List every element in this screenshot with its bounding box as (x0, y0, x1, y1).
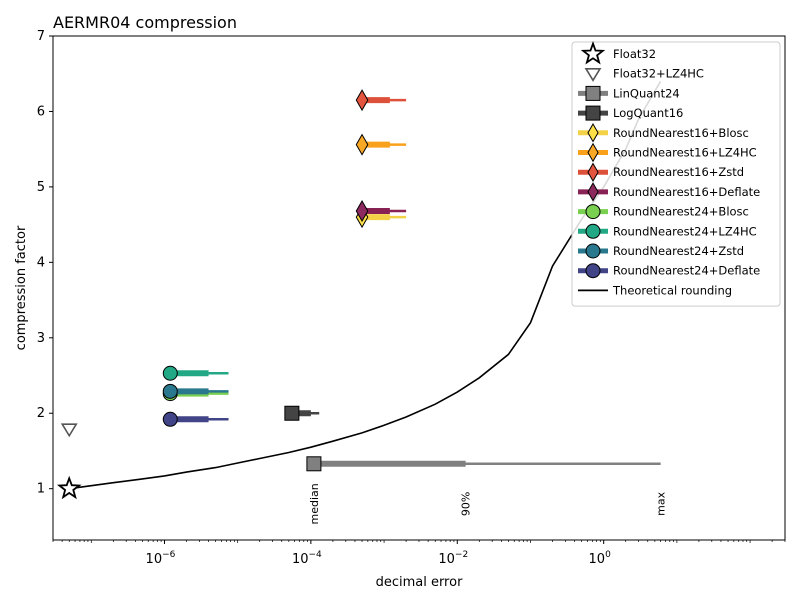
series-10 (162, 383, 229, 399)
legend-item: Float32 (580, 40, 656, 65)
legend-item: Theoretical rounding (578, 283, 732, 297)
annotation-label: 90% (460, 492, 473, 516)
legend-label: RoundNearest24+Deflate (613, 264, 760, 278)
data-point (355, 200, 369, 223)
legend-marker (584, 68, 602, 82)
y-tick-label: 2 (37, 406, 45, 421)
legend-item: RoundNearest24+LZ4HC (578, 223, 757, 239)
legend: Float32 Float32+LZ4HC LinQuant24 LogQuant16… (571, 40, 781, 307)
data-point (284, 405, 300, 421)
data-point (162, 383, 178, 399)
legend-label: RoundNearest24+Zstd (613, 244, 744, 258)
legend-marker (585, 85, 601, 101)
annotations: median 90% max (308, 483, 668, 524)
y-tick-label: 4 (37, 255, 45, 270)
legend-marker (585, 263, 601, 279)
legend-marker (585, 223, 601, 239)
y-tick-label: 3 (37, 331, 45, 346)
y-tick-label: 6 (37, 104, 45, 119)
legend-marker (587, 123, 599, 143)
legend-label: Float32+LZ4HC (613, 67, 704, 81)
series-9 (162, 365, 229, 381)
legend-label: RoundNearest24+Blosc (613, 205, 749, 219)
plot-area (56, 80, 662, 500)
legend-label: Theoretical rounding (612, 283, 732, 297)
x-tick-label: 10−6 (146, 550, 176, 567)
legend-marker (585, 243, 601, 259)
legend-label: RoundNearest16+Blosc (613, 126, 749, 140)
axes: 1 2 3 4 5 6 7 10−6 10−4 10−2 100 (37, 29, 786, 567)
x-tick-label: 10−4 (292, 550, 322, 567)
legend-item: Float32+LZ4HC (584, 67, 704, 82)
legend-item: RoundNearest16+Blosc (578, 123, 749, 143)
data-point (306, 456, 322, 472)
legend-marker (580, 40, 606, 65)
data-point (162, 365, 178, 381)
legend-marker (587, 162, 599, 182)
data-point (355, 89, 369, 112)
series-2 (306, 456, 661, 472)
legend-item: RoundNearest16+Deflate (578, 182, 760, 202)
legend-item: RoundNearest16+Zstd (578, 162, 744, 182)
data-point (56, 475, 82, 500)
legend-label: LinQuant24 (613, 86, 680, 100)
legend-label: RoundNearest16+Deflate (613, 185, 760, 199)
legend-label: Float32 (613, 47, 656, 61)
legend-item: RoundNearest24+Blosc (578, 204, 749, 220)
legend-box (571, 41, 781, 307)
y-tick-label: 7 (37, 29, 45, 44)
series-5 (355, 133, 407, 156)
legend-label: RoundNearest24+LZ4HC (613, 224, 757, 238)
legend-item: RoundNearest24+Zstd (578, 243, 744, 259)
legend-item: LinQuant24 (578, 85, 680, 101)
y-axis-label: compression factor (14, 225, 29, 350)
x-axis-label: decimal error (376, 575, 464, 590)
annotation-label: median (308, 483, 321, 524)
annotation-label: max (655, 491, 668, 515)
y-tick-label: 5 (37, 180, 45, 195)
legend-marker (587, 182, 599, 202)
x-tick-label: 100 (589, 550, 612, 567)
legend-label: LogQuant16 (613, 106, 683, 120)
legend-item: LogQuant16 (578, 105, 683, 121)
legend-label: RoundNearest16+LZ4HC (613, 146, 757, 160)
legend-marker (585, 204, 601, 220)
series-11 (162, 411, 229, 427)
data-point (162, 411, 178, 427)
x-tick-label: 10−2 (438, 550, 468, 567)
y-tick-label: 1 (37, 482, 45, 497)
legend-marker (587, 142, 599, 163)
data-point (355, 133, 369, 156)
legend-label: RoundNearest16+Zstd (613, 165, 744, 179)
legend-marker (585, 105, 601, 121)
series-3 (284, 405, 320, 421)
series-1 (60, 423, 78, 438)
series-7 (355, 200, 407, 223)
data-point (60, 423, 78, 438)
series-0 (56, 475, 82, 500)
legend-item: RoundNearest16+LZ4HC (578, 142, 757, 163)
series-6 (355, 89, 407, 112)
legend-item: RoundNearest24+Deflate (578, 263, 760, 279)
chart-title: AERMR04 compression (53, 13, 237, 32)
